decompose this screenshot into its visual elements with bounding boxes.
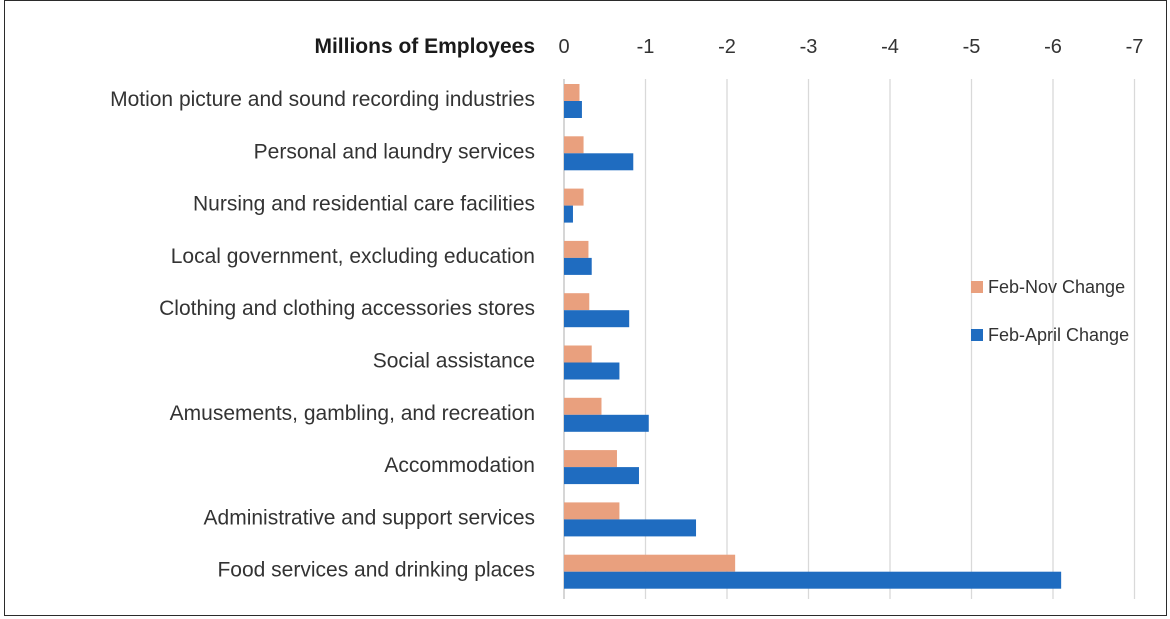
bar-feb-nov: [564, 293, 590, 311]
bar-feb-nov: [564, 136, 584, 154]
bar-feb-nov: [564, 450, 617, 468]
bar-feb-april: [564, 257, 592, 275]
category-label: Administrative and support services: [204, 506, 535, 529]
legend-swatch: [971, 281, 983, 293]
x-tick-label: 0: [558, 36, 569, 58]
x-tick-label: -7: [1126, 36, 1144, 58]
bar-feb-april: [564, 571, 1062, 589]
category-labels: Motion picture and sound recording indus…: [110, 88, 535, 582]
bar-chart: Millions of Employees 0 -1 -2 -3 -4 -5 -6 -7 Mo…: [110, 35, 1143, 599]
x-axis-ticks: 0 -1 -2 -3 -4 -5 -6 -7: [558, 36, 1143, 58]
bar-feb-april: [564, 310, 630, 328]
legend-label: Feb-April Change: [988, 325, 1129, 345]
category-label: Local government, excluding education: [171, 245, 535, 268]
bar-feb-nov: [564, 554, 736, 572]
bar-feb-april: [564, 101, 582, 118]
category-label: Social assistance: [373, 350, 535, 373]
bar-feb-nov: [564, 188, 584, 206]
x-axis-title: Millions of Employees: [314, 35, 535, 58]
category-label: Food services and drinking places: [217, 559, 535, 582]
bar-feb-april: [564, 153, 634, 171]
x-tick-label: -3: [800, 36, 818, 58]
legend-swatch: [971, 329, 983, 341]
x-tick-label: -1: [637, 36, 655, 58]
category-label: Accommodation: [384, 454, 535, 477]
bar-feb-nov: [564, 240, 589, 258]
x-tick-label: -2: [718, 36, 736, 58]
bar-feb-nov: [564, 502, 620, 520]
category-label: Nursing and residential care facilities: [193, 193, 535, 216]
category-label: Clothing and clothing accessories stores: [159, 297, 535, 320]
x-tick-label: -4: [881, 36, 899, 58]
bar-feb-nov: [564, 84, 580, 101]
bar-feb-april: [564, 519, 697, 537]
x-tick-label: -6: [1044, 36, 1062, 58]
category-label: Personal and laundry services: [254, 140, 535, 163]
bar-feb-april: [564, 205, 573, 223]
legend-label: Feb-Nov Change: [988, 277, 1125, 297]
legend: Feb-Nov Change Feb-April Change: [971, 277, 1129, 345]
x-tick-label: -5: [963, 36, 981, 58]
chart-frame: Millions of Employees 0 -1 -2 -3 -4 -5 -6 -7 Mo…: [4, 0, 1167, 616]
category-label: Motion picture and sound recording indus…: [110, 88, 535, 111]
bar-feb-april: [564, 414, 649, 432]
bar-feb-nov: [564, 345, 592, 363]
bar-feb-april: [564, 467, 639, 485]
bar-feb-nov: [564, 397, 602, 415]
bar-feb-april: [564, 362, 620, 380]
category-label: Amusements, gambling, and recreation: [170, 402, 535, 425]
bars: [564, 84, 1062, 589]
